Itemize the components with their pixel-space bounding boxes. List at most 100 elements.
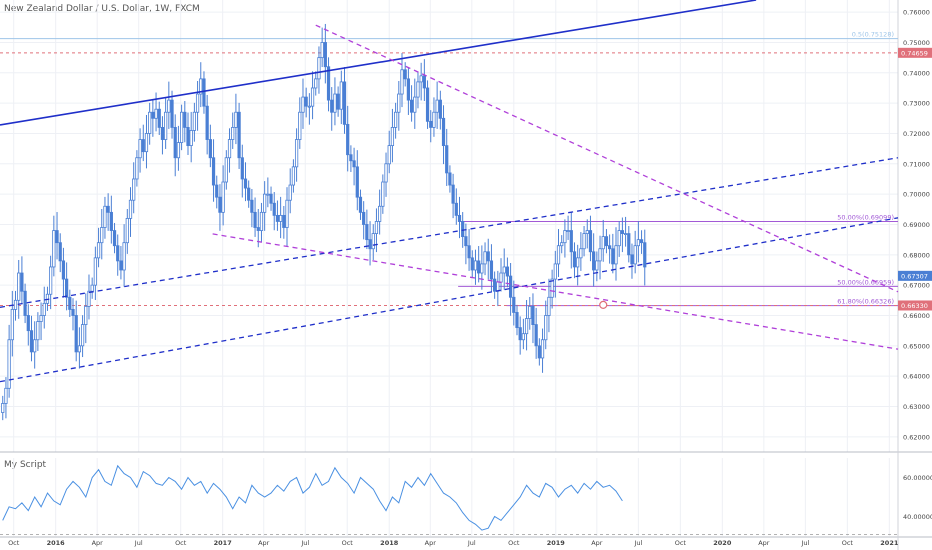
candle-body <box>419 75 423 83</box>
reference-line-label: 50.00%(0.69099) <box>837 213 894 221</box>
candle <box>26 304 30 346</box>
candle <box>80 315 85 358</box>
candle <box>489 244 494 293</box>
trendline-support-channel-lower <box>0 217 899 383</box>
candle <box>371 224 375 260</box>
candle-body <box>71 309 75 316</box>
candle-body <box>438 99 442 119</box>
candle <box>282 205 286 239</box>
candle-body <box>61 260 66 280</box>
candle <box>457 196 462 239</box>
candle-body <box>122 242 126 271</box>
candle <box>508 263 513 316</box>
candle-body <box>240 157 244 180</box>
candle <box>524 300 529 351</box>
candle-body <box>371 233 375 250</box>
candle <box>409 85 414 122</box>
candle-body <box>36 321 40 341</box>
candle <box>473 249 478 285</box>
candle-body <box>636 239 640 247</box>
candle-body <box>205 105 209 140</box>
candle <box>540 328 545 373</box>
x-tick-label: 2019 <box>547 539 566 547</box>
candle <box>560 235 564 254</box>
candle <box>563 219 567 258</box>
candle <box>167 81 171 129</box>
candle <box>144 114 149 169</box>
candle-body <box>90 284 94 292</box>
candle-body <box>307 105 311 108</box>
candle-body <box>39 315 43 322</box>
candle-body <box>406 78 411 101</box>
trendline-resistance-descending <box>315 24 899 293</box>
candle-body <box>639 239 644 244</box>
candle <box>639 230 644 254</box>
candle <box>218 184 222 231</box>
price-tag-label: 0.67307 <box>901 272 928 280</box>
candle-body <box>192 111 196 131</box>
x-tick-label: Apr <box>258 539 270 547</box>
candle-body <box>604 236 609 247</box>
candle <box>416 72 420 109</box>
candle-body <box>572 251 577 268</box>
candle-body <box>20 272 24 292</box>
candle-body <box>358 196 363 213</box>
candle-body <box>518 327 522 341</box>
candle-body <box>10 309 14 341</box>
candle <box>173 114 177 177</box>
candle-body <box>119 260 123 271</box>
candle-body <box>176 142 181 159</box>
candle <box>96 227 101 268</box>
candle-body <box>294 139 299 168</box>
candle <box>496 270 500 307</box>
candle-body <box>243 178 248 189</box>
candle <box>486 238 490 280</box>
candle-body <box>103 205 107 228</box>
candle-body <box>151 111 155 119</box>
x-tick-label: Jul <box>467 539 476 547</box>
x-tick-label: Oct <box>8 539 20 547</box>
candle-body <box>342 81 347 125</box>
candle <box>582 226 586 257</box>
candle-body <box>227 139 232 159</box>
candle-body <box>186 127 190 147</box>
x-tick-label: Jul <box>300 539 309 547</box>
candle-body <box>608 245 612 250</box>
candle-body <box>445 145 449 174</box>
candle <box>128 187 133 237</box>
candle <box>141 124 145 162</box>
candle <box>135 150 139 187</box>
candle <box>20 256 24 305</box>
candle <box>13 290 18 321</box>
candles <box>1 23 647 421</box>
x-tick-label: 2018 <box>380 539 399 547</box>
candle <box>346 105 350 172</box>
candle <box>176 125 181 171</box>
candle <box>10 290 14 357</box>
x-tick-label: Oct <box>508 539 520 547</box>
candle-body <box>326 66 331 101</box>
candle <box>23 283 27 324</box>
candle <box>291 159 296 193</box>
candle-body <box>77 345 82 353</box>
candle-body <box>256 227 260 231</box>
candle <box>269 186 273 211</box>
candle <box>470 250 474 278</box>
candle <box>521 318 525 350</box>
candle <box>71 298 75 331</box>
candle-body <box>301 96 305 113</box>
candle-body <box>477 260 481 274</box>
candle-body <box>282 214 286 228</box>
candle <box>480 245 484 290</box>
candle <box>611 233 615 274</box>
candle-body <box>215 184 219 198</box>
candle-body <box>317 57 321 80</box>
candle <box>362 201 366 240</box>
candle-body <box>457 214 462 222</box>
candle <box>387 130 391 174</box>
candle-body <box>221 181 225 213</box>
candle-body <box>355 166 359 198</box>
candle <box>256 209 260 248</box>
y-tick-label: 0.76000 <box>903 9 930 17</box>
